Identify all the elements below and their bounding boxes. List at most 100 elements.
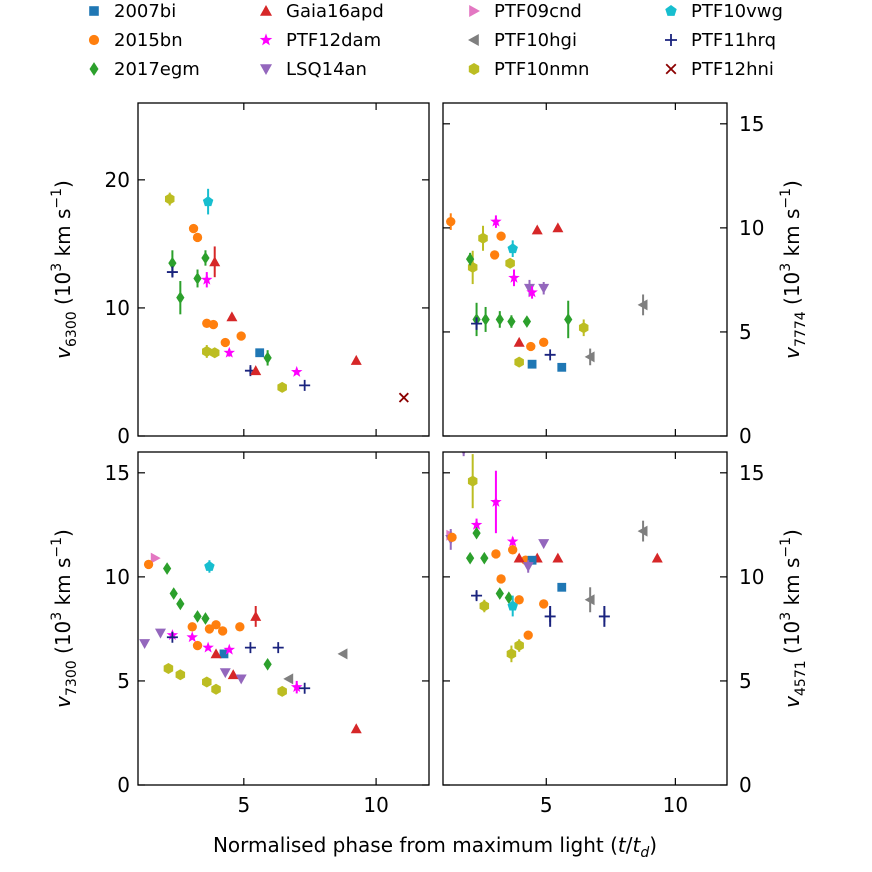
y-tick-label: 10 bbox=[739, 565, 764, 589]
data-point bbox=[175, 669, 186, 681]
data-point bbox=[584, 594, 595, 606]
data-points bbox=[139, 552, 362, 734]
legend-label: PTF11hrq bbox=[691, 30, 776, 51]
data-point bbox=[202, 641, 214, 653]
x-tick-label: 10 bbox=[663, 793, 688, 817]
legend-marker bbox=[89, 6, 99, 16]
data-point bbox=[255, 348, 265, 358]
legend-item: PTF10vwg bbox=[665, 1, 783, 22]
data-point bbox=[496, 574, 506, 584]
data-point bbox=[250, 365, 262, 376]
data-point bbox=[479, 600, 490, 612]
data-point bbox=[471, 590, 483, 602]
data-point bbox=[506, 648, 517, 660]
data-point bbox=[539, 599, 549, 609]
panels: 0 10 20 v6300 (103 km s−1) 0 5 10 15 v7774 (103 … bbox=[49, 102, 809, 817]
panel-v4571: 5 10 0 5 10 15 v4571 (103 km s−1) bbox=[442, 451, 809, 817]
legend-label: 2015bn bbox=[114, 30, 183, 51]
data-point bbox=[544, 349, 556, 361]
data-point bbox=[193, 610, 202, 623]
data-point bbox=[508, 271, 520, 283]
y-tick-label: 10 bbox=[105, 565, 130, 589]
y-tick-label: 10 bbox=[739, 216, 764, 240]
data-point bbox=[168, 256, 177, 270]
data-point bbox=[236, 331, 246, 341]
legend-marker bbox=[665, 5, 677, 16]
legend-label: PTF12hni bbox=[691, 59, 774, 80]
legend-item: PTF09cnd bbox=[469, 1, 582, 22]
data-point bbox=[651, 552, 663, 563]
data-point bbox=[557, 362, 567, 372]
y-tick-label: 0 bbox=[739, 773, 752, 797]
data-point bbox=[217, 626, 228, 636]
data-point bbox=[598, 610, 610, 622]
data-point bbox=[506, 535, 519, 547]
data-point bbox=[514, 595, 524, 605]
legend-marker bbox=[260, 64, 272, 75]
x-tick-label: 10 bbox=[363, 793, 388, 817]
legend-marker bbox=[665, 34, 677, 46]
data-point bbox=[478, 232, 488, 244]
panel-v7300: 5 10 0 5 10 15 v7300 (103 km s−1) bbox=[49, 451, 430, 817]
data-point bbox=[507, 243, 518, 254]
data-point bbox=[552, 222, 564, 233]
data-point bbox=[584, 351, 595, 363]
data-point bbox=[250, 610, 262, 621]
data-point bbox=[143, 559, 154, 570]
data-point bbox=[150, 552, 161, 564]
data-points bbox=[445, 452, 663, 663]
data-point bbox=[471, 318, 483, 330]
data-point bbox=[263, 657, 272, 671]
legend-marker bbox=[468, 63, 480, 75]
data-point bbox=[447, 532, 457, 543]
y-axis-label: v7300 (103 km s−1) bbox=[49, 529, 80, 708]
data-point bbox=[465, 252, 475, 266]
data-point bbox=[220, 337, 230, 348]
data-point bbox=[461, 452, 466, 456]
legend-item: PTF12dam bbox=[259, 30, 381, 51]
data-point bbox=[235, 674, 247, 685]
legend-marker bbox=[665, 63, 677, 75]
data-point bbox=[514, 640, 524, 652]
data-point bbox=[564, 313, 573, 326]
data-points bbox=[164, 188, 409, 403]
legend-marker bbox=[259, 33, 273, 46]
data-point bbox=[162, 562, 172, 575]
data-point bbox=[513, 552, 525, 563]
y-tick-label: 5 bbox=[739, 669, 752, 693]
data-point bbox=[539, 337, 549, 348]
legend-item: PTF11hrq bbox=[665, 30, 776, 51]
data-point bbox=[578, 322, 589, 334]
data-point bbox=[480, 551, 489, 565]
y-tick-label: 15 bbox=[739, 112, 764, 136]
data-point bbox=[186, 631, 198, 643]
data-point bbox=[210, 648, 222, 659]
data-point bbox=[187, 622, 197, 632]
data-point bbox=[163, 662, 174, 674]
data-point bbox=[637, 525, 648, 537]
legend-marker bbox=[469, 5, 480, 17]
y-axis-label: v7774 (103 km s−1) bbox=[778, 180, 809, 359]
data-point bbox=[223, 346, 236, 358]
legend-item: 2015bn bbox=[88, 30, 183, 51]
data-point bbox=[201, 612, 210, 625]
legend-label: PTF09cnd bbox=[494, 1, 582, 22]
x-axis-label: Normalised phase from maximum light (t/t… bbox=[213, 833, 657, 861]
legend-marker bbox=[468, 34, 479, 46]
legend-label: PTF10nmn bbox=[494, 59, 589, 80]
data-point bbox=[290, 681, 303, 693]
data-point bbox=[201, 251, 210, 265]
data-point bbox=[223, 643, 236, 655]
data-point bbox=[166, 631, 178, 643]
legend-marker bbox=[88, 34, 100, 46]
data-point bbox=[283, 673, 294, 685]
data-point bbox=[193, 272, 202, 285]
data-point bbox=[495, 587, 504, 600]
legend-label: PTF10vwg bbox=[691, 1, 783, 22]
data-point bbox=[495, 313, 504, 326]
data-point bbox=[467, 475, 478, 487]
legend-label: 2017egm bbox=[114, 59, 200, 80]
data-point bbox=[169, 587, 178, 600]
legend-item: PTF10hgi bbox=[468, 30, 577, 51]
